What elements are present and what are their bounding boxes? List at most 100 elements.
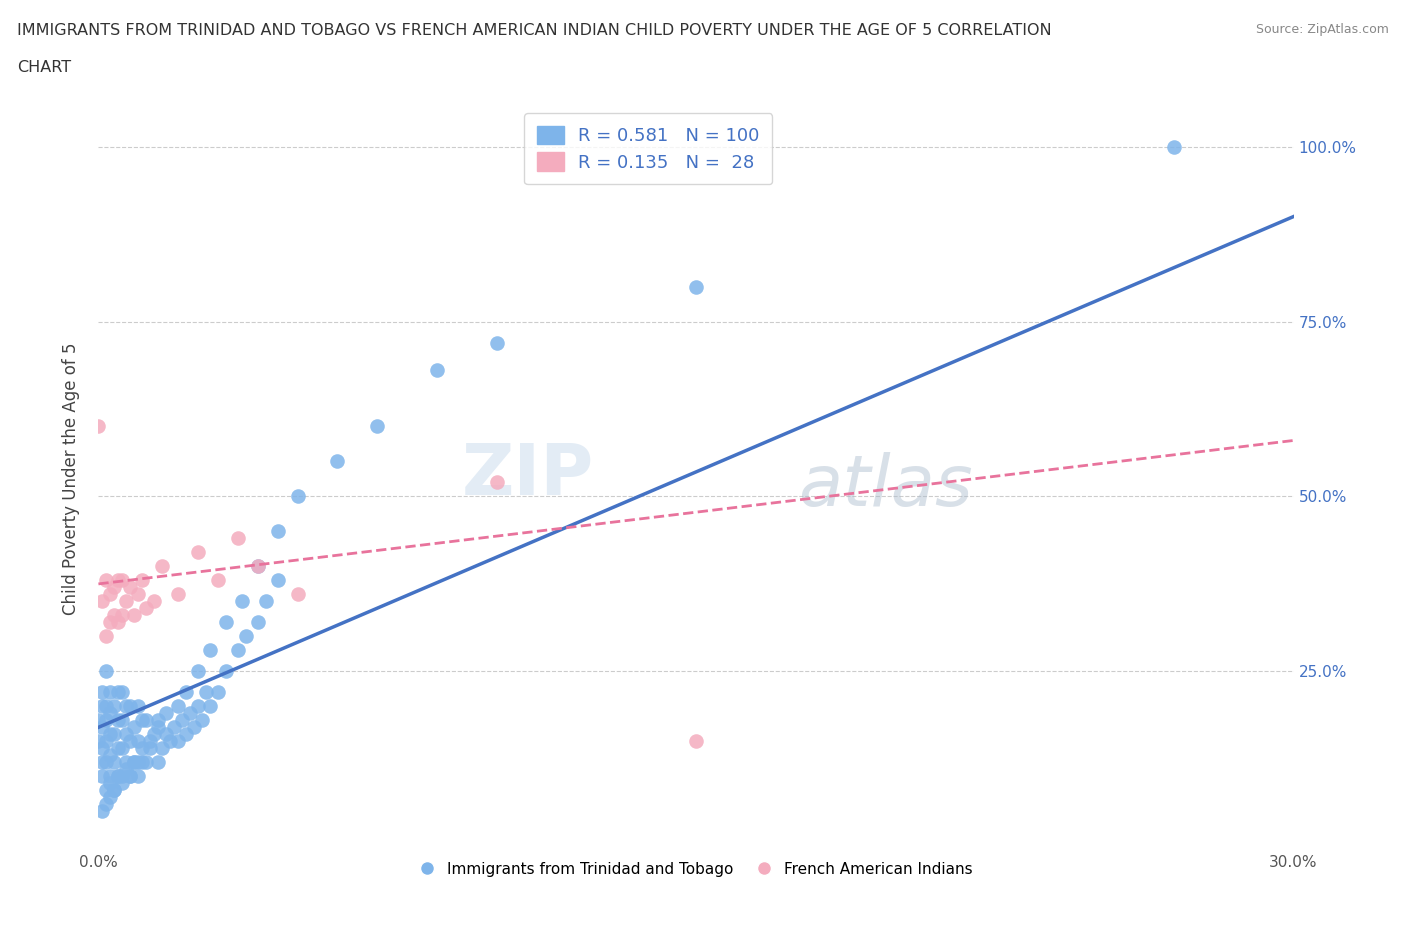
Point bbox=[91, 684, 114, 699]
Point bbox=[107, 741, 129, 756]
Point bbox=[155, 727, 177, 742]
Point bbox=[124, 755, 146, 770]
Point bbox=[96, 699, 118, 714]
Point bbox=[103, 783, 125, 798]
Point bbox=[131, 755, 153, 770]
Point bbox=[131, 573, 153, 588]
Point bbox=[326, 454, 349, 469]
Point bbox=[1163, 140, 1185, 154]
Point bbox=[191, 713, 214, 728]
Point bbox=[207, 573, 229, 588]
Point bbox=[198, 699, 221, 714]
Point bbox=[124, 608, 146, 623]
Point bbox=[685, 734, 707, 749]
Point bbox=[91, 741, 114, 756]
Point bbox=[174, 684, 197, 699]
Point bbox=[150, 559, 173, 574]
Point bbox=[115, 762, 138, 777]
Text: ZIP: ZIP bbox=[463, 441, 595, 510]
Point bbox=[115, 727, 138, 742]
Point bbox=[96, 713, 118, 728]
Point bbox=[120, 769, 142, 784]
Point bbox=[246, 615, 269, 630]
Point bbox=[485, 335, 508, 350]
Point bbox=[143, 594, 166, 609]
Point bbox=[120, 580, 142, 595]
Point bbox=[366, 419, 388, 434]
Point bbox=[111, 776, 134, 790]
Point bbox=[98, 727, 122, 742]
Point bbox=[87, 419, 110, 434]
Point bbox=[179, 706, 201, 721]
Point bbox=[98, 587, 122, 602]
Point bbox=[96, 755, 118, 770]
Point bbox=[187, 664, 209, 679]
Point bbox=[107, 573, 129, 588]
Point bbox=[111, 713, 134, 728]
Point bbox=[174, 727, 197, 742]
Point bbox=[96, 664, 118, 679]
Point bbox=[111, 608, 134, 623]
Point bbox=[120, 699, 142, 714]
Point bbox=[148, 720, 170, 735]
Point bbox=[91, 755, 114, 770]
Point bbox=[215, 664, 238, 679]
Point bbox=[135, 601, 157, 616]
Point bbox=[167, 699, 190, 714]
Point bbox=[215, 615, 238, 630]
Point bbox=[98, 684, 122, 699]
Point bbox=[115, 594, 138, 609]
Point bbox=[111, 741, 134, 756]
Text: atlas: atlas bbox=[797, 452, 972, 521]
Point bbox=[226, 643, 249, 658]
Point bbox=[98, 769, 122, 784]
Point bbox=[91, 699, 114, 714]
Point bbox=[167, 734, 190, 749]
Text: CHART: CHART bbox=[17, 60, 70, 75]
Point bbox=[159, 734, 181, 749]
Point bbox=[127, 699, 149, 714]
Point bbox=[98, 790, 122, 804]
Point bbox=[98, 615, 122, 630]
Point bbox=[254, 594, 277, 609]
Point bbox=[172, 713, 194, 728]
Point bbox=[111, 769, 134, 784]
Point bbox=[103, 608, 125, 623]
Point bbox=[107, 684, 129, 699]
Point bbox=[111, 573, 134, 588]
Point bbox=[115, 699, 138, 714]
Point bbox=[235, 629, 257, 644]
Text: IMMIGRANTS FROM TRINIDAD AND TOBAGO VS FRENCH AMERICAN INDIAN CHILD POVERTY UNDE: IMMIGRANTS FROM TRINIDAD AND TOBAGO VS F… bbox=[17, 23, 1052, 38]
Point bbox=[107, 769, 129, 784]
Point bbox=[685, 279, 707, 294]
Point bbox=[103, 699, 125, 714]
Point bbox=[139, 734, 162, 749]
Point bbox=[120, 769, 142, 784]
Point bbox=[91, 720, 114, 735]
Point bbox=[187, 545, 209, 560]
Point bbox=[91, 804, 114, 818]
Point bbox=[231, 594, 253, 609]
Point bbox=[120, 734, 142, 749]
Point bbox=[167, 587, 190, 602]
Point bbox=[135, 755, 157, 770]
Point bbox=[226, 531, 249, 546]
Point bbox=[127, 755, 149, 770]
Point bbox=[287, 489, 309, 504]
Point bbox=[127, 587, 149, 602]
Point bbox=[91, 594, 114, 609]
Point bbox=[198, 643, 221, 658]
Point bbox=[183, 720, 205, 735]
Point bbox=[143, 727, 166, 742]
Point bbox=[246, 559, 269, 574]
Point bbox=[124, 755, 146, 770]
Point bbox=[246, 559, 269, 574]
Point bbox=[131, 741, 153, 756]
Point bbox=[267, 573, 290, 588]
Point bbox=[150, 741, 173, 756]
Point bbox=[107, 713, 129, 728]
Point bbox=[91, 769, 114, 784]
Point bbox=[103, 755, 125, 770]
Point bbox=[98, 748, 122, 763]
Point bbox=[96, 629, 118, 644]
